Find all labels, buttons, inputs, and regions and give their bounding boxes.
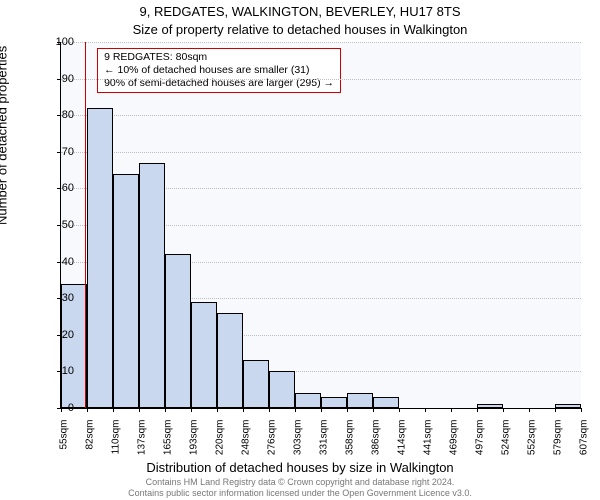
y-tick-label: 70 <box>44 146 74 158</box>
histogram-bar <box>295 393 321 408</box>
x-tick-label: 55sqm <box>59 420 70 450</box>
histogram-bar <box>139 163 165 408</box>
x-tick-label: 386sqm <box>371 420 382 456</box>
histogram-bar <box>321 397 347 408</box>
callout-box: 9 REDGATES: 80sqm ← 10% of detached hous… <box>97 48 341 93</box>
y-tick-label: 60 <box>44 182 74 194</box>
x-tick-label: 248sqm <box>241 420 252 456</box>
histogram-plot: 9 REDGATES: 80sqm ← 10% of detached hous… <box>60 42 581 409</box>
x-tick-label: 331sqm <box>319 420 330 456</box>
histogram-bar <box>347 393 373 408</box>
histogram-bar <box>165 254 191 408</box>
histogram-bar <box>217 313 243 408</box>
y-tick-label: 90 <box>44 73 74 85</box>
footer-attribution: Contains HM Land Registry data © Crown c… <box>0 477 600 498</box>
y-tick-label: 80 <box>44 109 74 121</box>
x-axis-label: Distribution of detached houses by size … <box>0 460 600 475</box>
x-tick-label: 469sqm <box>449 420 460 456</box>
title-address: 9, REDGATES, WALKINGTON, BEVERLEY, HU17 … <box>0 4 600 19</box>
x-tick-label: 579sqm <box>553 420 564 456</box>
x-tick-label: 193sqm <box>189 420 200 456</box>
histogram-bar <box>269 371 295 408</box>
x-tick-label: 607sqm <box>579 420 590 456</box>
x-tick-label: 552sqm <box>527 420 538 456</box>
x-tick-label: 165sqm <box>163 420 174 456</box>
y-tick-label: 50 <box>44 219 74 231</box>
y-tick-label: 100 <box>44 36 74 48</box>
x-tick-label: 276sqm <box>267 420 278 456</box>
x-tick-label: 220sqm <box>215 420 226 456</box>
x-tick-label: 303sqm <box>293 420 304 456</box>
histogram-bar <box>191 302 217 408</box>
y-tick-label: 0 <box>44 402 74 414</box>
y-tick-label: 20 <box>44 329 74 341</box>
x-tick-label: 110sqm <box>111 420 122 455</box>
y-axis-label: Number of detached properties <box>0 46 10 225</box>
footer-line-1: Contains HM Land Registry data © Crown c… <box>0 477 600 487</box>
y-tick-label: 40 <box>44 256 74 268</box>
x-tick-label: 137sqm <box>137 420 148 456</box>
callout-line-1: 9 REDGATES: 80sqm <box>104 51 334 64</box>
callout-line-2: ← 10% of detached houses are smaller (31… <box>104 64 334 77</box>
x-tick-label: 82sqm <box>85 420 96 450</box>
x-tick-label: 524sqm <box>501 420 512 456</box>
x-tick-label: 497sqm <box>475 420 486 456</box>
histogram-bar <box>113 174 139 408</box>
title-subtitle: Size of property relative to detached ho… <box>0 22 600 37</box>
y-tick-label: 30 <box>44 292 74 304</box>
footer-line-2: Contains public sector information licen… <box>0 488 600 498</box>
histogram-bar <box>555 404 581 408</box>
histogram-bar <box>477 404 503 408</box>
histogram-bar <box>87 108 113 408</box>
y-tick-label: 10 <box>44 365 74 377</box>
x-tick-label: 358sqm <box>345 420 356 456</box>
x-tick-label: 441sqm <box>423 420 434 456</box>
x-tick-label: 414sqm <box>397 420 408 456</box>
histogram-bar <box>373 397 399 408</box>
histogram-bar <box>243 360 269 408</box>
subject-marker-line <box>85 42 86 408</box>
